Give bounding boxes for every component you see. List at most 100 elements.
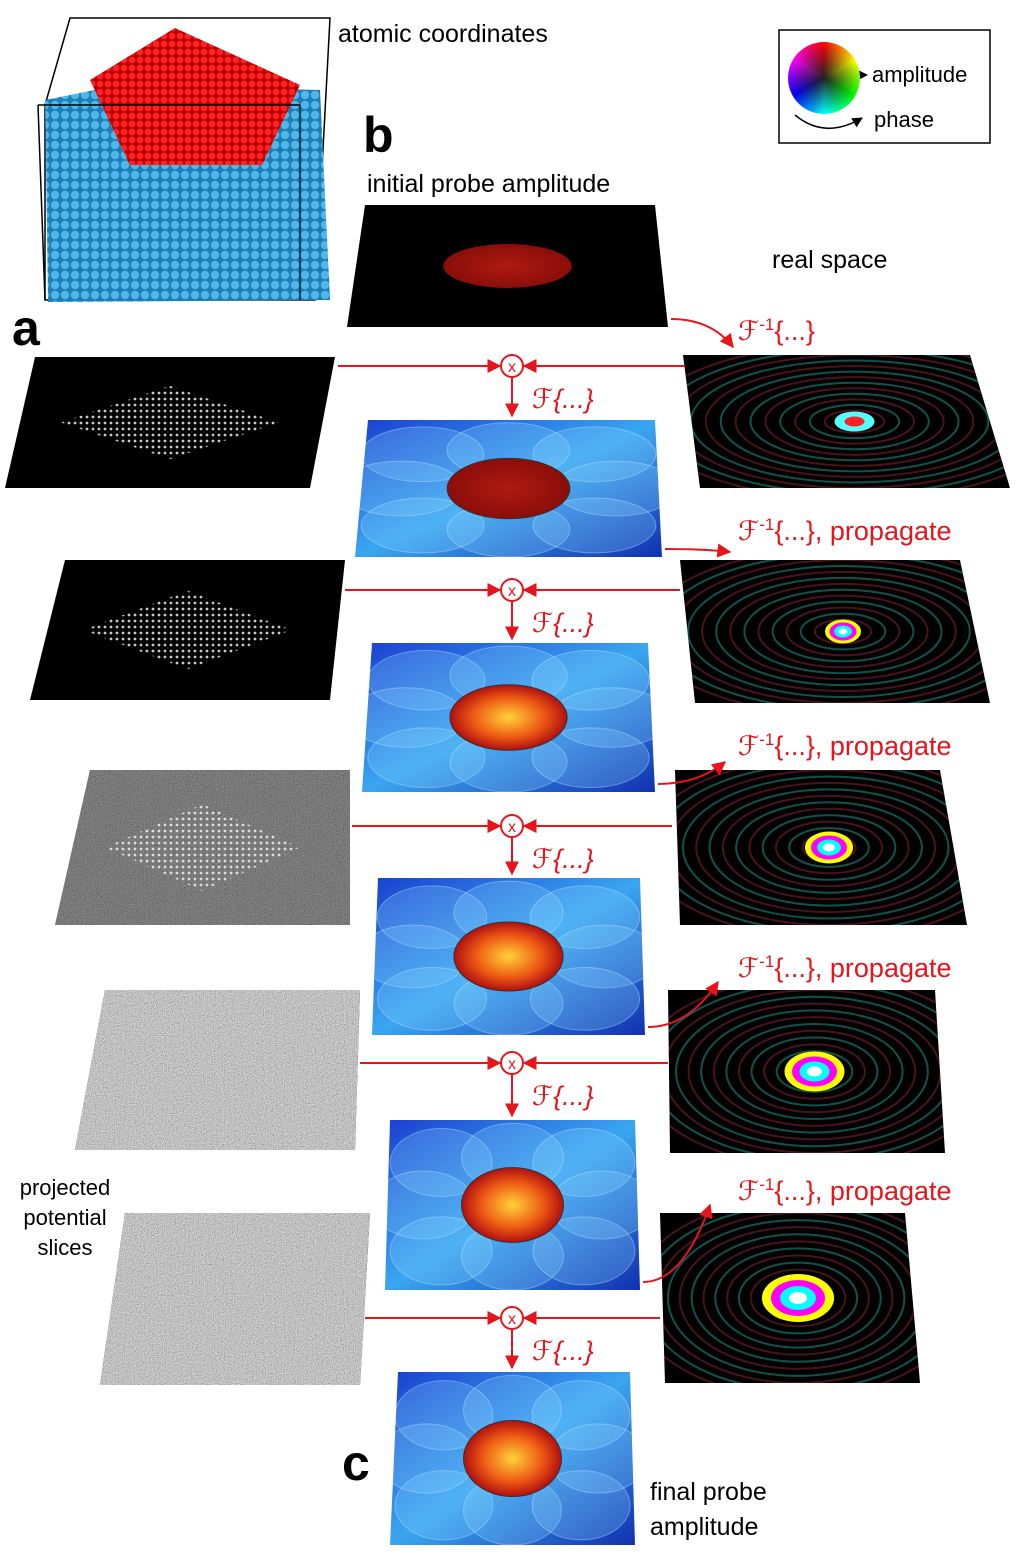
legend-phase: phase (874, 107, 934, 132)
wave-ring (799, 612, 887, 651)
final-label: final probe amplitude (650, 1478, 767, 1541)
curved-arrow (642, 1203, 713, 1283)
wave-ring (729, 582, 957, 681)
transform-argument: {...}, propagate (774, 1176, 951, 1206)
probe-slice (390, 1372, 635, 1545)
diffraction-disk (529, 885, 641, 950)
transform-symbol: ℱ (738, 516, 759, 546)
slice-background (75, 990, 360, 1150)
inverse-transform-label: ℱ-1{...}, propagate (738, 730, 952, 761)
wave-ring (775, 1050, 854, 1093)
diffraction-disk (532, 1216, 636, 1286)
wave-ring (714, 1247, 882, 1349)
crystal-projection (83, 590, 292, 670)
phase-arrow (794, 114, 863, 130)
wave-ring (794, 398, 915, 445)
wave-ring (763, 1043, 866, 1100)
curved-arrow (664, 543, 732, 558)
inverse-transform-label: ℱ-1{...}, propagate (738, 1175, 952, 1206)
transform-argument: {...} (774, 316, 815, 346)
potential-slice (30, 560, 345, 700)
probe-disk (446, 457, 571, 520)
initial-label: initial probe amplitude (367, 170, 610, 198)
diffraction-disk (389, 1216, 493, 1286)
probe-disk (449, 684, 568, 751)
wave-ring (690, 1233, 906, 1363)
wave-ring (749, 1268, 847, 1328)
inverse-transform-label: ℱ-1{...}, propagate (738, 952, 952, 983)
diffraction-disk (531, 1470, 631, 1541)
wave-ring (725, 1022, 904, 1121)
legend-amplitude: amplitude (872, 62, 967, 87)
wave-ring (719, 370, 990, 473)
wave-ring (682, 775, 967, 920)
wave-ring (750, 1036, 879, 1107)
final-label-line: final probe (650, 1478, 767, 1506)
wave-ring (749, 381, 960, 462)
slices-label-line: potential (23, 1205, 106, 1230)
probe-disk (453, 921, 564, 992)
probe-disk (463, 1419, 562, 1498)
wave-slice (675, 770, 967, 925)
slice-background (100, 1213, 370, 1385)
model-label: atomic coordinates (338, 20, 548, 48)
wave-ring (771, 600, 915, 663)
transform-label: ℱ{...} (532, 1336, 594, 1366)
inverse-transform-label: ℱ-1{...}, propagate (738, 515, 952, 546)
transform-exponent: -1 (759, 1175, 774, 1194)
wave-ring (734, 376, 975, 467)
diffraction-disk (531, 649, 650, 711)
wave-ring (785, 606, 901, 657)
transform-symbol: ℱ (738, 731, 759, 761)
panel-label: b (363, 107, 394, 163)
multiply-symbol: x (508, 359, 516, 376)
wave-ring (700, 1009, 929, 1134)
wave-ring (735, 801, 923, 894)
transform-label: ℱ{...} (532, 384, 594, 414)
potential-slice (5, 357, 335, 488)
transform-symbol: ℱ (738, 953, 759, 983)
wave-ring (737, 1261, 859, 1335)
wave-ring (761, 814, 897, 881)
slices-label-line: slices (37, 1235, 92, 1260)
wave-ring (743, 588, 943, 675)
wave-slice (680, 560, 990, 703)
transform-symbol: ℱ (738, 1176, 759, 1206)
diffraction-disk (531, 727, 650, 789)
transform-exponent: -1 (759, 952, 774, 971)
wave-ring (667, 1219, 920, 1377)
curved-arrow (647, 980, 719, 1028)
wave-slice (668, 990, 945, 1153)
multiply-symbol: x (508, 819, 516, 836)
wave-ring (748, 807, 910, 888)
wave-ring (764, 387, 945, 456)
wave-slice (683, 355, 1010, 488)
transform-label: ℱ{...} (532, 1081, 594, 1111)
wave-ring (687, 564, 990, 699)
panel-label: c (342, 1435, 370, 1491)
transform-exponent: -1 (759, 315, 774, 334)
multiply-symbol: x (508, 583, 516, 600)
transform-label: ℱ{...} (532, 608, 594, 638)
wave-center (789, 1292, 807, 1304)
diffraction-disk (531, 1380, 631, 1451)
wave-ring (726, 1254, 870, 1342)
inverse-transform-label: ℱ-1{...} (738, 315, 815, 346)
slices-label: projected potential slices (20, 1175, 111, 1260)
wave-ring (774, 820, 884, 875)
crystal-projection (61, 385, 279, 460)
diffraction-disk (367, 727, 486, 789)
probe-slice (347, 205, 668, 327)
probe-slice (362, 643, 655, 792)
wave-ring (737, 1029, 892, 1114)
diffraction-disk (389, 1128, 493, 1197)
wave-center (838, 628, 848, 635)
atomic-model (37, 17, 331, 302)
potential-slice (75, 990, 360, 1150)
wave-ring (779, 392, 930, 451)
multiply-symbol: x (508, 1311, 516, 1328)
transform-label: ℱ{...} (532, 844, 594, 874)
transform-argument: {...}, propagate (774, 731, 951, 761)
